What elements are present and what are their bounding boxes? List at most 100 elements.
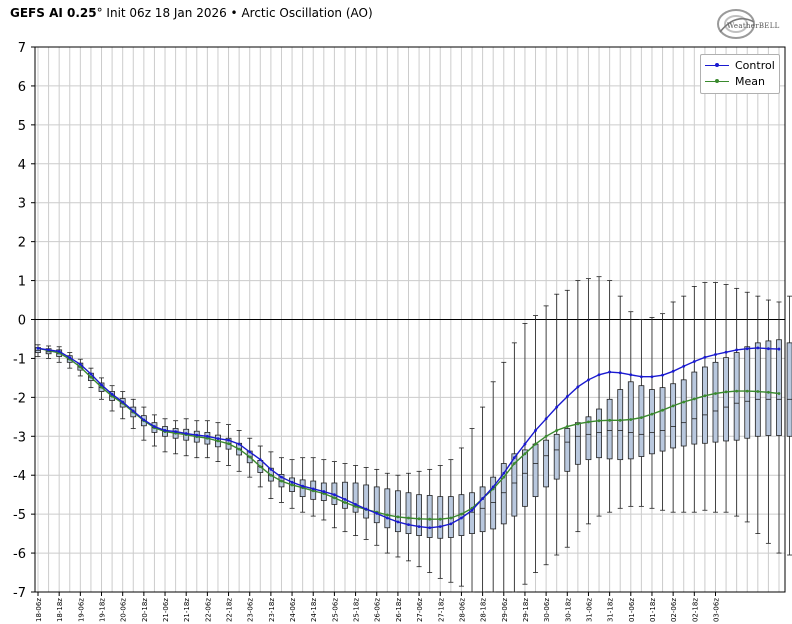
title-degree: ° <box>96 6 103 20</box>
series-point-mean <box>258 465 262 469</box>
series-point-mean <box>280 479 283 483</box>
series-point-mean <box>692 397 696 401</box>
series-point-mean <box>407 516 410 520</box>
series-point-control <box>195 433 199 437</box>
x-tick-label: 02-06z <box>670 598 678 622</box>
series-point-control <box>724 350 728 354</box>
box-iqr <box>617 389 624 461</box>
x-tick-label: 29-18z <box>522 598 530 622</box>
series-point-control <box>322 490 326 493</box>
box-iqr <box>723 357 729 442</box>
x-tick-label: 19-18z <box>99 598 107 622</box>
y-tick-label: -5 <box>13 508 26 523</box>
x-tick-label: 02-18z <box>691 598 699 622</box>
legend-item-mean: Mean <box>705 75 779 89</box>
series-point-control <box>237 442 241 446</box>
x-tick-label: 26-06z <box>374 598 382 622</box>
series-point-mean <box>354 504 357 508</box>
series-point-mean <box>608 418 612 422</box>
series-point-control <box>534 429 537 432</box>
series-point-control <box>142 418 146 422</box>
box-iqr <box>680 379 687 447</box>
box-iqr <box>776 339 782 436</box>
box-iqr <box>702 366 708 444</box>
x-tick-label: 22-06z <box>204 598 212 622</box>
series-point-mean <box>385 513 389 517</box>
y-tick-label: 5 <box>18 119 26 134</box>
series-point-control <box>491 485 495 489</box>
series-point-control <box>89 372 93 376</box>
legend-item-control: Control <box>705 59 779 73</box>
series-point-control <box>597 373 601 377</box>
series-point-mean <box>555 429 559 432</box>
box-iqr <box>342 481 348 509</box>
box-iqr <box>500 463 507 525</box>
series-point-mean <box>227 442 230 446</box>
series-point-control <box>333 493 336 497</box>
x-tick-label: 31-18z <box>607 598 615 622</box>
series-point-mean <box>100 385 103 389</box>
y-tick-label: 0 <box>18 314 26 329</box>
title-model: GEFS AI 0.25 <box>10 6 97 20</box>
series-point-mean <box>724 390 728 394</box>
y-tick-label: 6 <box>18 80 26 95</box>
series-point-control <box>375 511 379 515</box>
series-point-mean <box>767 390 770 394</box>
series-point-mean <box>661 408 664 412</box>
series-point-control <box>396 520 400 524</box>
series-point-control <box>714 353 717 356</box>
series-point-mean <box>671 404 675 408</box>
legend: Control Mean <box>700 54 780 94</box>
x-tick-label: 24-18z <box>310 598 318 622</box>
series-point-mean <box>703 394 707 398</box>
x-tick-label: 01-06z <box>628 598 636 622</box>
series-point-control <box>449 522 453 526</box>
series-point-mean <box>216 439 220 443</box>
series-point-mean <box>777 392 781 395</box>
series-point-mean <box>438 517 442 521</box>
series-point-control <box>68 356 72 360</box>
box-iqr <box>564 428 571 472</box>
y-tick-label: 2 <box>18 236 26 251</box>
box-iqr <box>479 486 486 533</box>
series-point-control <box>121 400 125 404</box>
plot-frame <box>34 46 786 593</box>
y-tick-label: -4 <box>13 469 26 484</box>
x-tick-label: 20-06z <box>120 598 128 622</box>
series-point-control <box>502 471 506 475</box>
legend-label-mean: Mean <box>735 75 765 88</box>
series-point-control <box>735 348 739 352</box>
legend-label-control: Control <box>735 59 775 72</box>
legend-marker-control <box>715 63 719 67</box>
series-point-control <box>184 432 188 435</box>
series-point-control <box>290 480 294 484</box>
series-point-control <box>756 346 760 350</box>
series-point-mean <box>523 452 527 456</box>
series-point-mean <box>745 389 749 393</box>
series-point-control <box>481 497 484 500</box>
series-point-control <box>36 346 40 350</box>
series-point-control <box>682 364 686 368</box>
series-point-control <box>100 383 103 387</box>
series-point-control <box>301 484 305 488</box>
series-point-mean <box>714 392 717 395</box>
x-tick-label: 28-18z <box>480 598 488 622</box>
series-point-control <box>216 437 220 441</box>
y-tick-label: 3 <box>18 197 26 212</box>
x-tick-label: 26-18z <box>395 598 403 622</box>
series-point-mean <box>248 455 252 459</box>
series-point-mean <box>89 375 93 379</box>
box-iqr <box>384 488 391 529</box>
series-point-control <box>407 523 410 527</box>
y-tick-label: -2 <box>13 391 26 406</box>
series-point-control <box>227 438 230 442</box>
series-point-control <box>703 355 707 359</box>
series-point-mean <box>237 447 241 451</box>
series-point-mean <box>682 400 686 404</box>
box-iqr <box>585 416 592 461</box>
series-point-mean <box>618 418 622 422</box>
series-point-control <box>608 370 612 374</box>
series-point-control <box>417 525 421 528</box>
series-point-mean <box>534 442 537 446</box>
